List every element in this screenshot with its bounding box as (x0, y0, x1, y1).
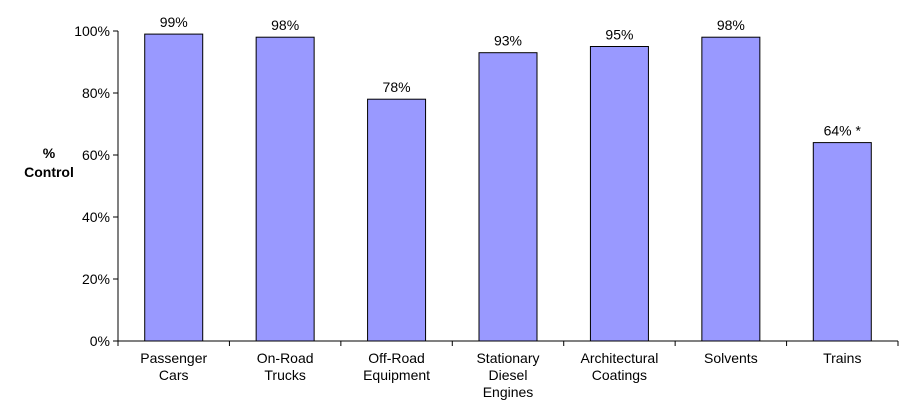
data-label: 98% (717, 17, 745, 33)
y-tick-label: 80% (82, 85, 110, 101)
data-label: 93% (494, 33, 522, 49)
y-axis-title: % Control (20, 144, 78, 182)
data-label: 95% (605, 27, 633, 43)
x-tick-label: Passenger Cars (140, 350, 207, 383)
x-tick-label: Architectural Coatings (581, 350, 659, 383)
bar (812, 142, 872, 342)
y-tick-label: 20% (82, 271, 110, 287)
axes-group (113, 30, 899, 346)
y-axis-title-line-2: Control (24, 164, 74, 180)
data-label: 99% (160, 14, 188, 30)
x-tick-label: Off-Road Equipment (363, 350, 430, 383)
bars-group (144, 33, 872, 342)
bar (367, 98, 427, 342)
bar (144, 33, 204, 342)
bar (478, 52, 538, 342)
y-tick-label: 0% (90, 333, 110, 349)
data-label: 98% (271, 17, 299, 33)
y-tick-label: 60% (82, 147, 110, 163)
bar (589, 46, 649, 342)
data-label: 78% (383, 79, 411, 95)
x-tick-label: Solvents (704, 350, 758, 366)
y-tick-label: 100% (74, 23, 110, 39)
data-label: 64% * (824, 123, 862, 139)
labels-group: 0% 20% 40% 60% 80% 100% 99% Passenger Cars 98% On-… (74, 14, 861, 400)
x-tick-label: On-Road Trucks (257, 350, 314, 383)
x-tick-label: Stationary Diesel Engines (476, 350, 539, 400)
bar (701, 36, 761, 342)
y-axis-title-line-1: % (42, 145, 56, 161)
y-tick-label: 40% (82, 209, 110, 225)
bar (255, 36, 315, 342)
x-tick-label: Trains (823, 350, 861, 366)
